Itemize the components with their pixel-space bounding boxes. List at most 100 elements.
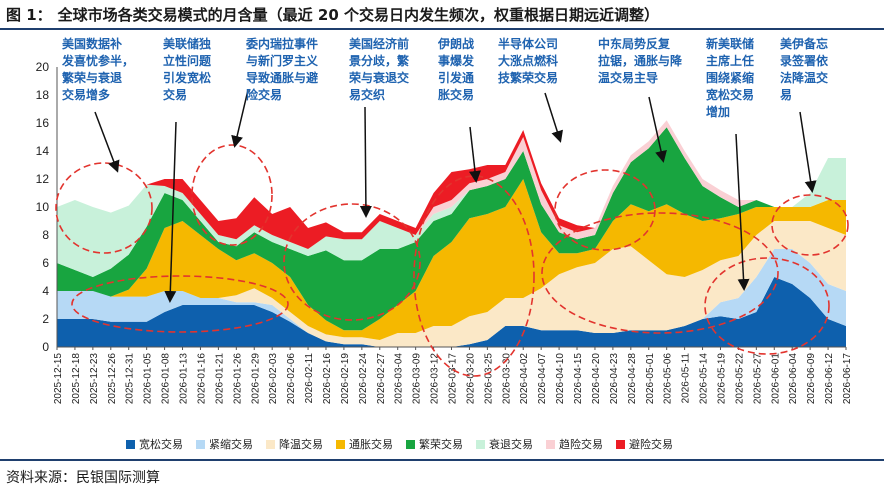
x-tick-label: 2026-01-21 (214, 353, 225, 405)
legend-item-7: 趋险交易 (546, 436, 603, 452)
x-tick-label: 2026-02-03 (268, 353, 279, 405)
legend-label: 宽松交易 (139, 438, 183, 451)
stacked-area-plot (57, 120, 846, 347)
x-tick-label: 2026-06-09 (806, 353, 817, 405)
x-tick-label: 2026-05-14 (699, 353, 710, 405)
legend-label: 避险交易 (629, 438, 673, 451)
legend-item-8: 避险交易 (616, 436, 673, 452)
x-tick-label: 2026-05-11 (681, 353, 692, 404)
annotation-circle-2 (71, 275, 289, 333)
legend-label: 衰退交易 (489, 438, 533, 451)
annotation-arrow-8 (735, 133, 750, 291)
x-tick-label: 2026-04-02 (519, 353, 530, 405)
x-tick-label: 2026-03-30 (501, 353, 512, 405)
x-tick-label: 2026-04-28 (627, 353, 638, 405)
x-tick-label: 2026-06-12 (824, 353, 835, 405)
annotation-arrow-7 (648, 96, 667, 163)
x-tick-label: 2026-05-22 (734, 353, 745, 405)
x-tick-label: 2026-02-16 (322, 353, 333, 405)
annotation-circle-1 (55, 162, 153, 254)
x-tick-label: 2026-02-24 (358, 353, 369, 405)
annotation-7: 中东局势反复 拉锯，通胀与降 温交易主导 (598, 37, 683, 85)
annotation-circle-8 (704, 257, 830, 355)
x-tick-label: 2026-01-26 (232, 353, 243, 405)
source-note: 资料来源：民银国际测算 (0, 459, 884, 490)
area-series-4 (57, 179, 846, 340)
annotation-8: 新美联储 主席上任 围绕紧缩 宽松交易 增加 (706, 37, 755, 119)
annotation-arrow-2 (164, 121, 177, 303)
x-tick-label: 2026-04-23 (609, 353, 620, 405)
legend-swatch (196, 439, 205, 449)
x-tick-label: 2026-03-25 (483, 353, 494, 405)
x-tick-label: 2025-12-15 (53, 353, 64, 405)
annotation-5: 伊朗战 事爆发 引发通 胀交易 (438, 37, 475, 102)
legend-item-5: 繁荣交易 (406, 436, 463, 452)
legend-label: 趋险交易 (559, 438, 603, 451)
legend-swatch (546, 439, 555, 449)
annotation-circle-7 (541, 212, 779, 334)
legend-item-1: 宽松交易 (126, 436, 183, 452)
x-tick-label: 2026-03-04 (394, 353, 405, 405)
legend-label: 通胀交易 (349, 438, 393, 451)
axes: 0 2 4 6 8 10 12 14 16 18 20 2025-12-15 2025-12-18 202… (36, 60, 853, 404)
legend-label: 繁荣交易 (419, 438, 463, 451)
x-tick-label: 2026-01-13 (179, 353, 190, 405)
y-tick-label: 8 (42, 228, 49, 242)
x-tick-label: 2026-02-06 (286, 353, 297, 405)
x-tick-label: 2025-12-18 (71, 353, 82, 405)
annotation-arrows (94, 89, 817, 303)
legend-label: 降温交易 (279, 438, 323, 451)
title-text: 全球市场各类交易模式的月含量（最近 20 个交易日内发生频次，权重根据日期远近调… (57, 6, 659, 24)
area-series-1 (57, 277, 846, 347)
y-tick-label: 16 (36, 116, 50, 130)
x-tick-label: 2026-03-17 (448, 353, 459, 405)
annotation-arrow-4 (359, 106, 372, 218)
x-tick-label: 2026-06-01 (770, 353, 781, 405)
annotation-1: 美国数据补 发喜忧参半， 繁荣与衰退 交易增多 (62, 37, 135, 102)
legend-item-3: 降温交易 (266, 436, 323, 452)
annotation-circle-5 (413, 175, 535, 377)
x-tick-label: 2025-12-31 (125, 353, 136, 405)
annotation-arrow-3 (231, 89, 249, 148)
x-tick-label: 2026-05-01 (645, 353, 656, 405)
x-tick-label: 2026-06-17 (842, 353, 853, 405)
annotation-arrow-1 (94, 111, 120, 173)
annotation-circle-6 (554, 169, 656, 251)
x-tick-label: 2026-03-20 (465, 353, 476, 405)
x-tick-label: 2026-05-27 (752, 353, 763, 405)
y-tick-label: 14 (36, 144, 50, 158)
annotation-arrow-9 (799, 111, 817, 193)
x-tick-label: 2026-03-09 (412, 353, 423, 405)
x-tick-label: 2025-12-26 (107, 353, 118, 405)
annotation-arrow-6 (544, 92, 563, 143)
figure-label: 图 1： (6, 6, 52, 24)
x-tick-label: 2026-04-20 (591, 353, 602, 405)
x-tick-label: 2026-02-11 (304, 353, 315, 404)
y-tick-label: 0 (42, 340, 49, 354)
annotation-3: 委内瑞拉事件 与新门罗主义 导致通胀与避 险交易 (246, 37, 319, 102)
x-tick-label: 2025-12-23 (89, 353, 100, 405)
chart-area: 0 2 4 6 8 10 12 14 16 18 20 2025-12-15 2025-12-18 202… (36, 60, 853, 404)
area-series-3 (57, 221, 846, 347)
legend-swatch (406, 439, 415, 449)
x-tick-label: 2026-01-05 (143, 353, 154, 405)
annotation-circle-4 (283, 203, 421, 321)
legend-swatch (266, 439, 275, 449)
x-tick-label: 2026-04-15 (573, 353, 584, 405)
y-tick-label: 10 (36, 200, 50, 214)
annotation-circle-9 (771, 194, 849, 256)
x-tick-label: 2026-04-07 (537, 353, 548, 405)
area-series-5 (57, 127, 846, 331)
x-tick-label: 2026-04-10 (555, 353, 566, 405)
legend: 宽松交易 紧缩交易 降温交易 通胀交易 繁荣交易 衰退交易 趋险交易 避险交易 (126, 436, 673, 452)
legend-swatch (616, 439, 625, 449)
legend-label: 紧缩交易 (209, 438, 253, 451)
figure-title: 图 1： 全球市场各类交易模式的月含量（最近 20 个交易日内发生频次，权重根据日… (0, 0, 884, 30)
x-tick-label: 2026-01-16 (196, 353, 207, 405)
y-tick-label: 2 (42, 312, 49, 326)
x-tick-label: 2026-02-27 (376, 353, 387, 405)
y-tick-label: 12 (36, 172, 50, 186)
y-tick-label: 6 (42, 256, 49, 270)
legend-item-6: 衰退交易 (476, 436, 533, 452)
annotation-2: 美联储独 立性问题 引发宽松 交易 (163, 37, 212, 102)
